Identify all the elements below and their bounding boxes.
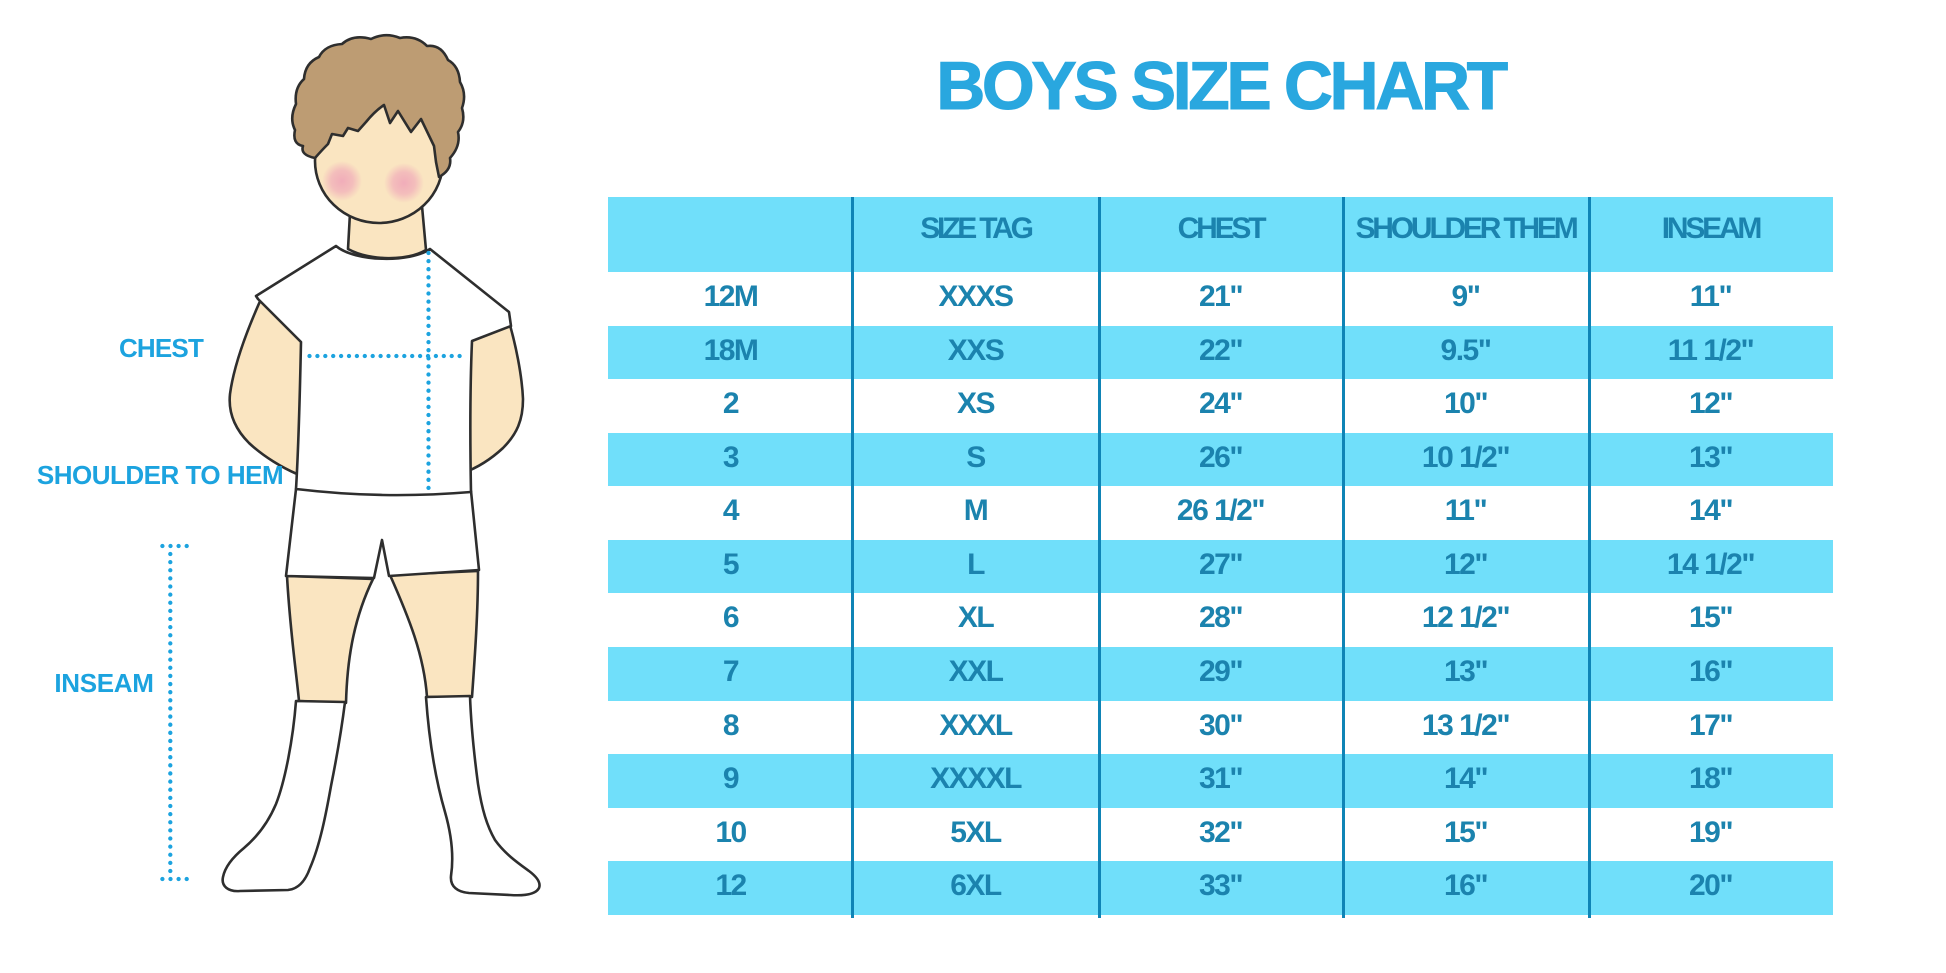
- svg-text:CHEST: CHEST: [119, 333, 204, 363]
- svg-text:SHOULDER TO HEM: SHOULDER TO HEM: [37, 460, 283, 490]
- svg-text:INSEAM: INSEAM: [54, 668, 153, 698]
